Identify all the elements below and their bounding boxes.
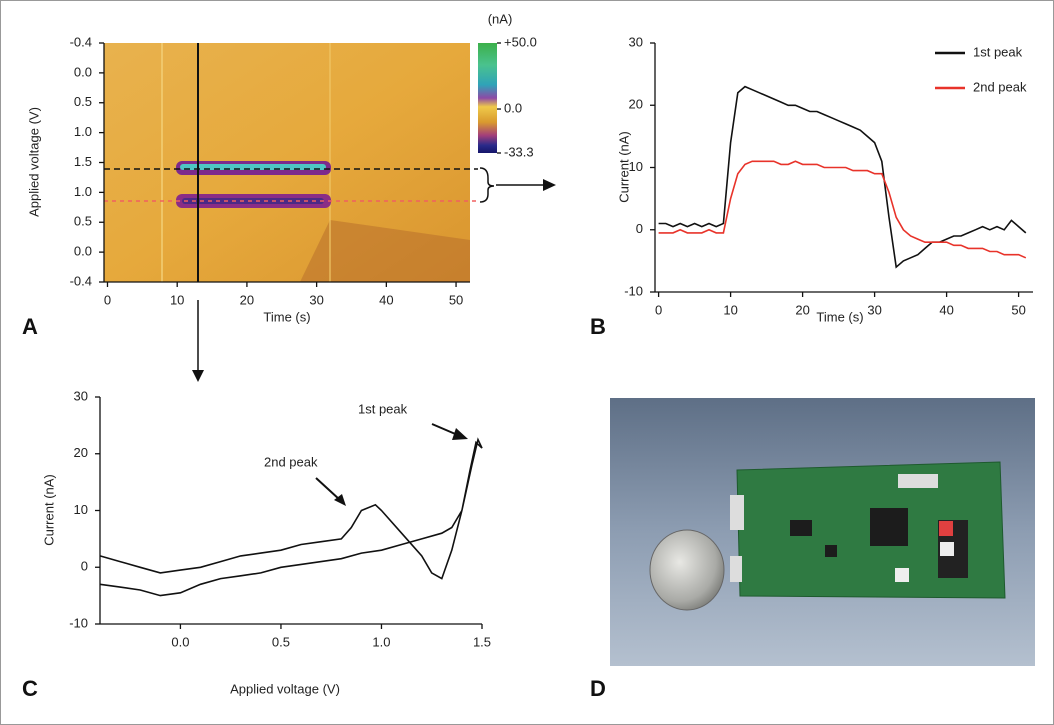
legend-label: 2nd peak bbox=[973, 79, 1027, 94]
y-tick-label: -10 bbox=[69, 615, 88, 630]
y-tick-label: 0 bbox=[81, 559, 88, 574]
y-tick-label: -10 bbox=[624, 283, 643, 298]
y-tick-label: -0.4 bbox=[70, 273, 92, 288]
annotation-arrow bbox=[452, 428, 468, 440]
annotation: 1st peak bbox=[358, 401, 408, 416]
x-tick-label: 0.5 bbox=[272, 634, 290, 649]
colorbar-unit: (nA) bbox=[488, 11, 513, 26]
x-tick-label: 1.0 bbox=[372, 634, 390, 649]
y-tick-label: 30 bbox=[74, 388, 88, 403]
y-axis-label: Applied voltage (V) bbox=[26, 107, 41, 217]
x-tick-label: 40 bbox=[939, 302, 953, 317]
data-line bbox=[658, 160, 1027, 259]
x-axis-label: Time (s) bbox=[263, 309, 310, 324]
x-tick-label: 20 bbox=[795, 302, 809, 317]
panel-label: C bbox=[22, 676, 38, 701]
annotation: 2nd peak bbox=[264, 454, 318, 469]
panel-label: B bbox=[590, 314, 606, 339]
y-tick-label: 1.0 bbox=[74, 124, 92, 139]
x-axis-label: Time (s) bbox=[816, 309, 863, 324]
x-tick-label: 10 bbox=[723, 302, 737, 317]
x-tick-label: 30 bbox=[309, 292, 323, 307]
annotation-arrow bbox=[334, 494, 346, 506]
y-axis-label: Current (nA) bbox=[616, 131, 631, 203]
x-tick-label: 0 bbox=[655, 302, 662, 317]
panel-label: D bbox=[590, 676, 606, 701]
heatmap-image bbox=[104, 43, 556, 382]
colorbar-tick-label: 0.0 bbox=[504, 100, 522, 115]
colorbar-tick-label: +50.0 bbox=[504, 34, 537, 49]
x-tick-label: 50 bbox=[449, 292, 463, 307]
x-tick-label: 0 bbox=[104, 292, 111, 307]
x-tick-label: 50 bbox=[1011, 302, 1025, 317]
photo bbox=[610, 398, 1035, 666]
x-tick-label: 20 bbox=[240, 292, 254, 307]
y-tick-label: 30 bbox=[629, 34, 643, 49]
x-axis-label: Applied voltage (V) bbox=[230, 681, 340, 696]
x-tick-label: 10 bbox=[170, 292, 184, 307]
y-tick-label: 1.0 bbox=[74, 184, 92, 199]
y-tick-label: 1.5 bbox=[74, 154, 92, 169]
x-tick-label: 40 bbox=[379, 292, 393, 307]
data-line bbox=[658, 85, 1027, 269]
y-tick-label: 0 bbox=[636, 221, 643, 236]
y-tick-label: -0.4 bbox=[70, 34, 92, 49]
x-tick-label: 1.5 bbox=[473, 634, 491, 649]
colorbar-tick-label: -33.3 bbox=[504, 144, 534, 159]
y-tick-label: 10 bbox=[74, 502, 88, 517]
data-line bbox=[99, 437, 483, 597]
y-axis-label: Current (nA) bbox=[41, 474, 56, 546]
y-tick-label: 0.5 bbox=[74, 214, 92, 229]
y-tick-label: 0.0 bbox=[74, 244, 92, 259]
annotation-arrow bbox=[315, 477, 341, 501]
y-tick-label: 0.5 bbox=[74, 94, 92, 109]
legend-label: 1st peak bbox=[973, 44, 1023, 59]
panel-label: A bbox=[22, 314, 38, 339]
x-tick-label: 30 bbox=[867, 302, 881, 317]
y-tick-label: 20 bbox=[74, 445, 88, 460]
x-tick-label: 0.0 bbox=[171, 634, 189, 649]
y-tick-label: 10 bbox=[629, 159, 643, 174]
y-tick-label: 20 bbox=[629, 97, 643, 112]
y-tick-label: 0.0 bbox=[74, 64, 92, 79]
